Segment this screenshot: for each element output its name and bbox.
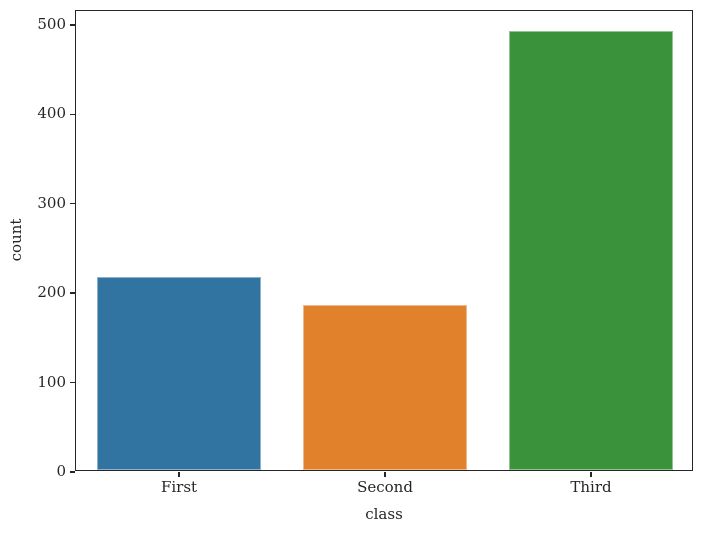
bar-third — [508, 30, 674, 470]
x-axis-label: class — [365, 505, 403, 523]
y-tick-label-400: 400 — [37, 104, 66, 123]
y-tick-mark — [69, 24, 75, 26]
y-tick-label-100: 100 — [37, 372, 66, 391]
plot-area: First Second Third 0 100 200 300 400 500 — [37, 10, 693, 495]
y-tick-mark — [69, 471, 75, 473]
bar-second — [302, 305, 468, 470]
y-tick-mark — [69, 292, 75, 294]
y-tick-mark — [69, 113, 75, 115]
x-tick-mark — [590, 471, 592, 477]
y-tick-mark — [69, 203, 75, 205]
y-tick-mark — [69, 381, 75, 384]
x-tick-label-second: Second — [357, 478, 413, 496]
bar-first — [96, 276, 262, 470]
x-tick-mark — [384, 471, 386, 477]
x-tick-label-third: Third — [570, 478, 612, 496]
x-tick-label-first: First — [160, 478, 198, 496]
y-tick-label-0: 0 — [56, 462, 66, 481]
y-tick-label-200: 200 — [37, 283, 66, 302]
y-tick-label-300: 300 — [37, 193, 66, 212]
y-axis-label: count — [7, 218, 25, 262]
x-tick-mark — [178, 471, 180, 477]
y-tick-label-500: 500 — [37, 15, 66, 34]
